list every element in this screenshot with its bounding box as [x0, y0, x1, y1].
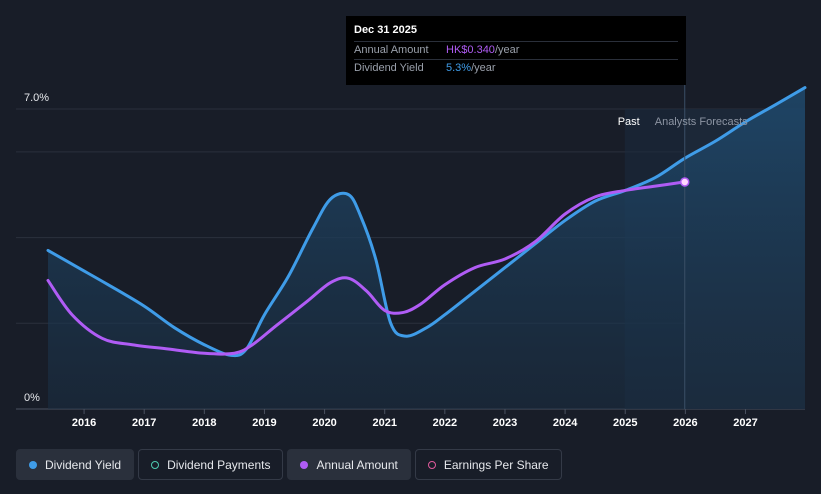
series-line-dividend-yield: [46, 86, 807, 358]
legend: Dividend Yield Dividend Payments Annual …: [16, 449, 562, 480]
highlight-point[interactable]: [679, 177, 690, 187]
forecast-label: Analysts Forecasts: [655, 116, 748, 128]
hollow-dot-icon: [427, 460, 436, 469]
x-tick-label: 2021: [372, 417, 396, 429]
y-tick-label: 0%: [24, 392, 40, 404]
x-tick-label: 2027: [733, 417, 757, 429]
x-tick-label: 2025: [613, 417, 637, 429]
x-tick-label: 2017: [132, 417, 156, 429]
legend-label: Earnings Per Share: [443, 457, 549, 472]
tooltip-yield-value: 5.3%: [446, 62, 472, 74]
legend-annual-amount[interactable]: Annual Amount: [287, 449, 411, 480]
y-tick-label: 7.0%: [24, 92, 49, 104]
x-tick-label: 2026: [673, 417, 697, 429]
legend-label: Annual Amount: [316, 457, 398, 472]
tooltip: Dec 31 2025 Annual Amount HK$0.340 /year…: [346, 16, 686, 85]
tooltip-amount-label: Annual Amount: [354, 44, 429, 56]
x-axis: 2016 2017 2018 2019 2020 2021 2022 2023 2024 2025…: [72, 409, 758, 429]
filled-dot-icon: [29, 460, 37, 469]
legend-label: Dividend Yield: [45, 457, 122, 472]
tooltip-yield-label: Dividend Yield: [354, 62, 424, 74]
x-tick-label: 2023: [493, 417, 517, 429]
filled-dot-icon: [300, 460, 309, 469]
tooltip-row-yield: Dividend Yield 5.3% /year: [354, 59, 678, 77]
tooltip-amount-unit: /year: [494, 44, 520, 56]
x-tick-label: 2018: [192, 417, 216, 429]
tooltip-date: Dec 31 2025: [354, 24, 417, 36]
dividend-yield-area: [48, 87, 805, 410]
legend-earnings-per-share[interactable]: Earnings Per Share: [414, 449, 562, 480]
tooltip-row-amount: Annual Amount HK$0.340 /year: [354, 41, 678, 59]
legend-dividend-payments[interactable]: Dividend Payments: [138, 449, 284, 480]
tooltip-amount-value: HK$0.340: [446, 44, 495, 56]
x-tick-label: 2019: [252, 417, 276, 429]
series-line-annual-amount: [46, 180, 687, 356]
series-lines: [46, 86, 807, 358]
past-label: Past: [618, 116, 640, 128]
x-tick-label: 2022: [433, 417, 457, 429]
x-tick-label: 2016: [72, 417, 96, 429]
legend-dividend-yield[interactable]: Dividend Yield: [16, 449, 135, 480]
x-tick-label: 2020: [312, 417, 336, 429]
legend-label: Dividend Payments: [167, 457, 271, 472]
x-tick-label: 2024: [553, 417, 578, 429]
hollow-dot-icon: [151, 460, 160, 469]
tooltip-yield-unit: /year: [471, 62, 496, 74]
